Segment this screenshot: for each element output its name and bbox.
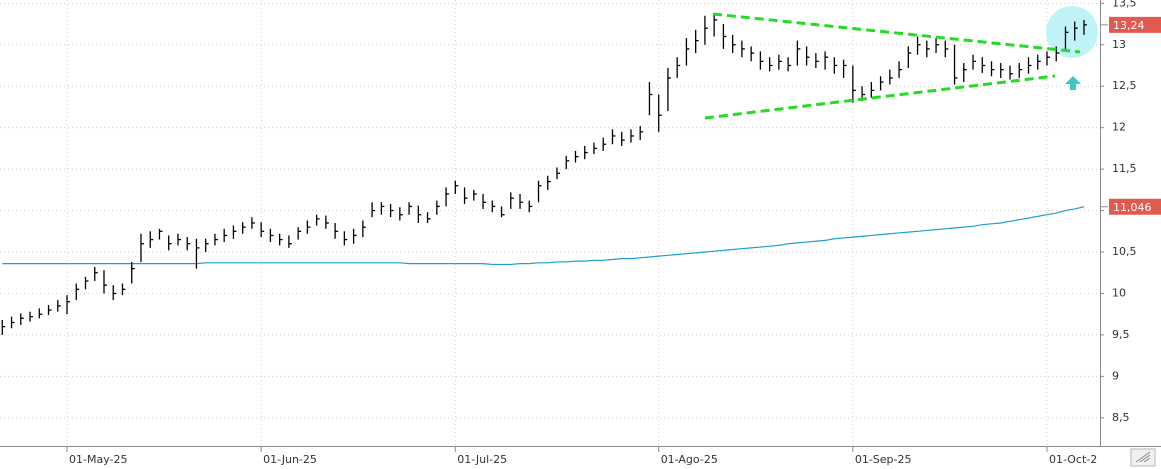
y-tick-label: 12,5 bbox=[1112, 79, 1137, 92]
x-tick-label: 01-May-25 bbox=[69, 453, 127, 466]
price-tag-label: 13,24 bbox=[1113, 19, 1145, 32]
highlight-circle bbox=[1046, 6, 1098, 58]
y-tick-label: 10 bbox=[1112, 286, 1126, 299]
y-tick-label: 11,5 bbox=[1112, 162, 1137, 175]
trendlines bbox=[704, 12, 1081, 120]
x-tick-label: 01-Sep-25 bbox=[855, 453, 912, 466]
grid bbox=[0, 0, 1100, 446]
y-tick-label: 9,5 bbox=[1112, 328, 1130, 341]
moving-average-layer bbox=[2, 206, 1085, 266]
y-tick-label: 12 bbox=[1112, 121, 1126, 134]
y-tick-label: 10,5 bbox=[1112, 245, 1137, 258]
axes: 8,599,51010,51111,51212,51313,501-May-25… bbox=[66, 0, 1161, 466]
price-tag bbox=[1109, 198, 1161, 215]
x-tick-label: 01-Jun-25 bbox=[263, 453, 317, 466]
price-tag-label: 11,046 bbox=[1113, 201, 1152, 214]
y-tick-label: 9 bbox=[1112, 369, 1119, 382]
y-tick-label: 8,5 bbox=[1112, 411, 1130, 424]
upper-trendline bbox=[712, 12, 1081, 54]
y-tick-label: 13,5 bbox=[1112, 0, 1137, 9]
price-tag bbox=[1109, 16, 1161, 33]
price-bars bbox=[1, 14, 1087, 335]
corner-grip bbox=[1135, 451, 1151, 463]
x-tick-label: 01-Oct-2 bbox=[1049, 453, 1097, 466]
y-tick-label: 13 bbox=[1112, 38, 1126, 51]
x-tick-label: 01-Ago-25 bbox=[661, 453, 718, 466]
moving-average-line bbox=[2, 206, 1085, 266]
x-tick-label: 01-Jul-25 bbox=[457, 453, 507, 466]
lower-trendline bbox=[704, 74, 1056, 120]
up-arrow bbox=[1065, 76, 1081, 90]
